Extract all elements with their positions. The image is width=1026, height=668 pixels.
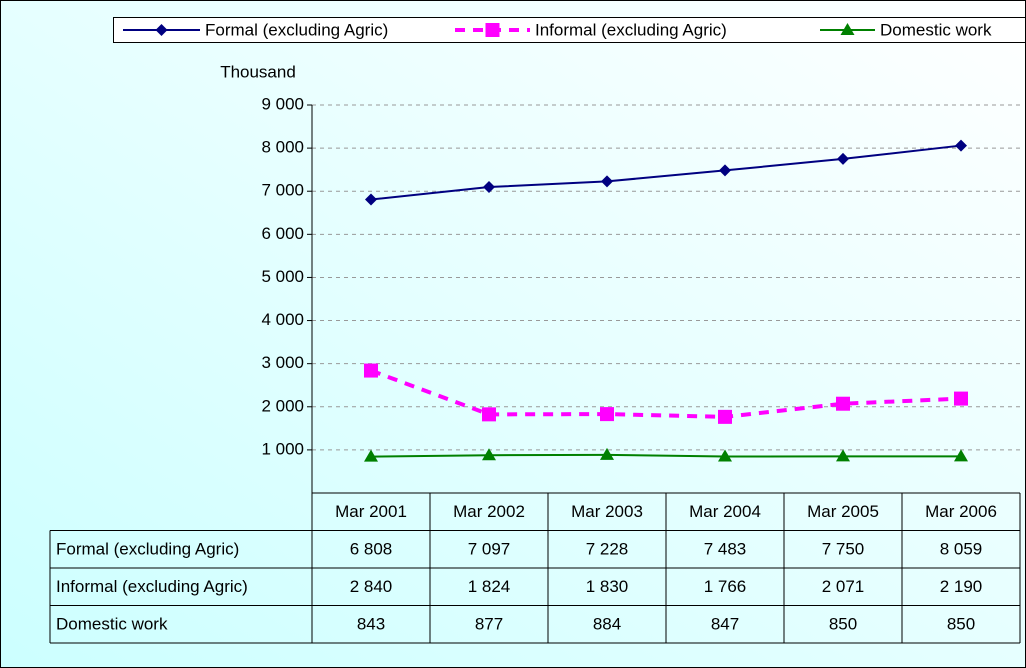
y-tick-label: 3 000: [261, 353, 304, 372]
table-cell: 2 071: [822, 577, 865, 596]
y-tick-label: 1 000: [261, 439, 304, 458]
legend-label: Formal (excluding Agric): [205, 20, 388, 39]
marker: [954, 391, 968, 406]
y-tick-label: 9 000: [261, 94, 304, 113]
x-tick-label: Mar 2001: [335, 502, 407, 521]
table-row-label: Formal (excluding Agric): [56, 540, 239, 559]
marker: [836, 449, 850, 462]
marker: [955, 139, 967, 152]
x-tick-label: Mar 2002: [453, 502, 525, 521]
y-tick-label: 5 000: [261, 267, 304, 286]
table-row-label: Domestic work: [56, 615, 168, 634]
table-cell: 1 830: [586, 577, 629, 596]
table-cell: 850: [829, 615, 857, 634]
marker: [718, 449, 732, 462]
table-cell: 847: [711, 615, 739, 634]
series-line: [370, 144, 962, 201]
marker: [482, 448, 496, 461]
y-axis-label: Thousand: [220, 62, 296, 81]
x-tick-label: Mar 2003: [571, 502, 643, 521]
legend-label: Domestic work: [880, 20, 992, 39]
table-cell: 7 097: [468, 540, 511, 559]
legend-marker: [840, 23, 855, 35]
table-cell: 6 808: [350, 540, 393, 559]
table-cell: 850: [947, 615, 975, 634]
marker: [600, 407, 614, 422]
x-tick-label: Mar 2005: [807, 502, 879, 521]
legend-marker: [485, 23, 500, 37]
y-tick-label: 4 000: [261, 310, 304, 329]
y-tick-label: 6 000: [261, 224, 304, 243]
table-cell: 7 228: [586, 540, 629, 559]
y-tick-label: 8 000: [261, 138, 304, 157]
marker: [600, 447, 614, 460]
table-cell: 2 190: [940, 577, 983, 596]
marker: [836, 396, 850, 411]
marker: [364, 363, 378, 378]
x-tick-label: Mar 2004: [689, 502, 761, 521]
marker: [483, 181, 495, 194]
table-cell: 1 766: [704, 577, 747, 596]
table-cell: 8 059: [940, 540, 983, 559]
marker: [837, 152, 849, 165]
y-tick-label: 7 000: [261, 181, 304, 200]
table-cell: 1 824: [468, 577, 511, 596]
table-cell: 2 840: [350, 577, 393, 596]
marker: [954, 449, 968, 462]
marker: [718, 409, 732, 424]
table-cell: 877: [475, 615, 503, 634]
table-cell: 843: [357, 615, 385, 634]
series-line: [370, 453, 961, 458]
table-row-label: Informal (excluding Agric): [56, 577, 248, 596]
marker: [482, 407, 496, 422]
x-tick-label: Mar 2006: [925, 502, 997, 521]
marker: [601, 175, 613, 188]
marker: [365, 193, 377, 206]
legend-label: Informal (excluding Agric): [535, 20, 727, 39]
table-cell: 884: [593, 615, 621, 634]
y-tick-label: 2 000: [261, 396, 304, 415]
table-cell: 7 483: [704, 540, 747, 559]
marker: [719, 164, 731, 177]
legend-marker: [155, 24, 168, 36]
marker: [364, 449, 378, 462]
table-cell: 7 750: [822, 540, 865, 559]
